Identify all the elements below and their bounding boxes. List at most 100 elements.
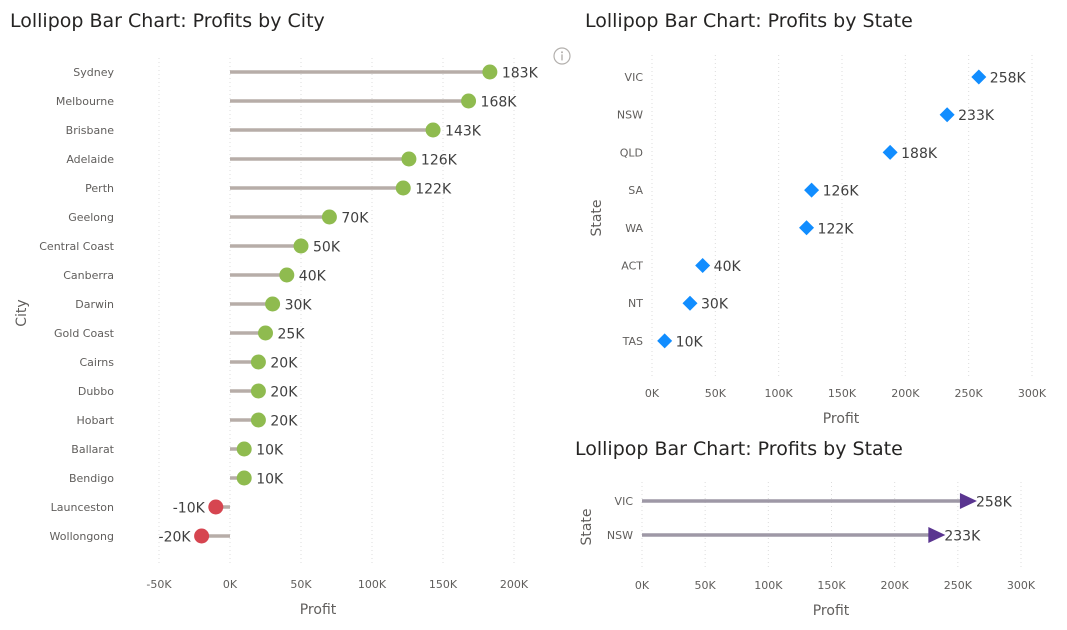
category-label-perth: Perth xyxy=(85,182,114,195)
category-label-vic: VIC xyxy=(625,71,644,84)
category-label-nt: NT xyxy=(628,297,643,310)
diamond-marker xyxy=(799,220,815,236)
data-label: 30K xyxy=(701,297,729,313)
category-label-launceston: Launceston xyxy=(51,501,114,514)
category-label-melbourne: Melbourne xyxy=(56,95,114,108)
city-chart-title: Lollipop Bar Chart: Profits by City xyxy=(10,10,325,32)
x-axis-title: Profit xyxy=(823,411,860,427)
data-label: 143K xyxy=(445,124,482,140)
x-tick-label: 50K xyxy=(695,579,717,592)
data-label: 233K xyxy=(958,108,995,124)
x-tick-label: 250K xyxy=(944,579,973,592)
x-tick-label: 150K xyxy=(817,579,846,592)
data-label: 50K xyxy=(313,240,341,256)
state-diamond-chart: 0K 50K 100K 150K 200K 250K 300K Profit State VIC 2… xyxy=(589,55,1047,427)
state-arrow-chart-title: Lollipop Bar Chart: Profits by State xyxy=(575,438,903,460)
y-axis-title: State xyxy=(589,199,605,236)
city-lollipop-chart: -50K 0K 50K 100K 150K 200K Profit City Sydney 183… xyxy=(14,58,539,618)
x-tick-label: 0K xyxy=(223,578,238,591)
lollipop-marker xyxy=(250,354,266,370)
lollipop-marker xyxy=(265,296,281,312)
lollipop-marker xyxy=(208,499,224,515)
category-label-act: ACT xyxy=(621,260,643,273)
lollipop-marker xyxy=(482,64,498,80)
category-label-canberra: Canberra xyxy=(63,269,114,282)
diamond-marker xyxy=(695,258,711,273)
x-tick-label: 300K xyxy=(1007,579,1036,592)
x-tick-label: 50K xyxy=(705,387,727,400)
x-tick-label: 250K xyxy=(955,387,984,400)
x-tick-label: 300K xyxy=(1018,387,1047,400)
category-label-ballarat: Ballarat xyxy=(71,443,114,456)
x-tick-label: 200K xyxy=(881,579,910,592)
x-axis-title: Profit xyxy=(300,602,337,618)
data-label: 183K xyxy=(502,66,539,82)
diamond-marker xyxy=(682,295,698,311)
lollipop-marker xyxy=(250,383,266,399)
x-tick-label: 0K xyxy=(645,387,660,400)
lollipop-marker xyxy=(279,267,295,283)
category-label-darwin: Darwin xyxy=(75,298,114,311)
x-tick-label: 200K xyxy=(500,578,529,591)
data-label: 40K xyxy=(299,269,327,285)
data-label: -20K xyxy=(159,530,192,546)
x-tick-label: 200K xyxy=(891,387,920,400)
category-label-sydney: Sydney xyxy=(73,66,114,79)
triangle-marker xyxy=(928,527,946,543)
data-label: 70K xyxy=(341,211,369,227)
category-label-qld: QLD xyxy=(620,146,643,159)
category-label-adelaide: Adelaide xyxy=(66,153,114,166)
category-label-vic: VIC xyxy=(615,495,634,508)
state-scatter-chart-title: Lollipop Bar Chart: Profits by State xyxy=(585,10,913,32)
lollipop-marker xyxy=(461,93,477,109)
category-label-brisbane: Brisbane xyxy=(66,124,115,137)
lollipop-marker xyxy=(250,412,266,428)
diamond-marker xyxy=(657,333,673,349)
lollipop-marker xyxy=(321,209,337,225)
category-label-gold-coast: Gold Coast xyxy=(54,327,115,340)
data-label: 20K xyxy=(270,356,298,372)
category-label-wa: WA xyxy=(625,222,643,235)
category-label-bendigo: Bendigo xyxy=(69,472,114,485)
lollipop-marker xyxy=(236,441,252,457)
data-label: 10K xyxy=(676,334,704,350)
category-label-tas: TAS xyxy=(622,335,643,348)
data-label: 258K xyxy=(990,71,1027,87)
diamond-marker xyxy=(882,144,898,160)
lollipop-marker xyxy=(293,238,309,254)
diamond-marker xyxy=(804,182,820,198)
data-label: 40K xyxy=(714,259,742,275)
lollipop-marker xyxy=(425,122,441,138)
x-tick-label: 0K xyxy=(635,579,650,592)
x-tick-label: -50K xyxy=(146,578,172,591)
category-label-dubbo: Dubbo xyxy=(78,385,114,398)
category-label-cairns: Cairns xyxy=(79,356,114,369)
category-label-hobart: Hobart xyxy=(76,414,114,427)
category-label-central-coast: Central Coast xyxy=(39,240,114,253)
lollipop-marker xyxy=(395,180,411,196)
x-axis-title: Profit xyxy=(813,603,850,619)
data-label: 20K xyxy=(270,385,298,401)
data-label: 10K xyxy=(256,443,284,459)
data-label: 122K xyxy=(415,182,452,198)
category-label-geelong: Geelong xyxy=(68,211,114,224)
data-label: 25K xyxy=(278,327,306,343)
diamond-marker xyxy=(971,69,987,85)
lollipop-marker xyxy=(194,528,210,544)
diamond-marker xyxy=(939,107,955,123)
data-label: 188K xyxy=(901,146,938,162)
data-label: 20K xyxy=(270,414,298,430)
x-tick-label: 100K xyxy=(358,578,387,591)
y-axis-title: State xyxy=(579,508,595,545)
info-icon[interactable] xyxy=(552,46,572,66)
data-label: 122K xyxy=(818,221,855,237)
x-tick-label: 50K xyxy=(290,578,312,591)
y-axis-title: City xyxy=(14,299,30,326)
x-tick-label: 100K xyxy=(754,579,783,592)
data-label: 126K xyxy=(421,153,458,169)
lollipop-marker xyxy=(401,151,417,167)
x-tick-label: 100K xyxy=(765,387,794,400)
data-label: 233K xyxy=(944,529,981,545)
data-label: 10K xyxy=(256,472,284,488)
